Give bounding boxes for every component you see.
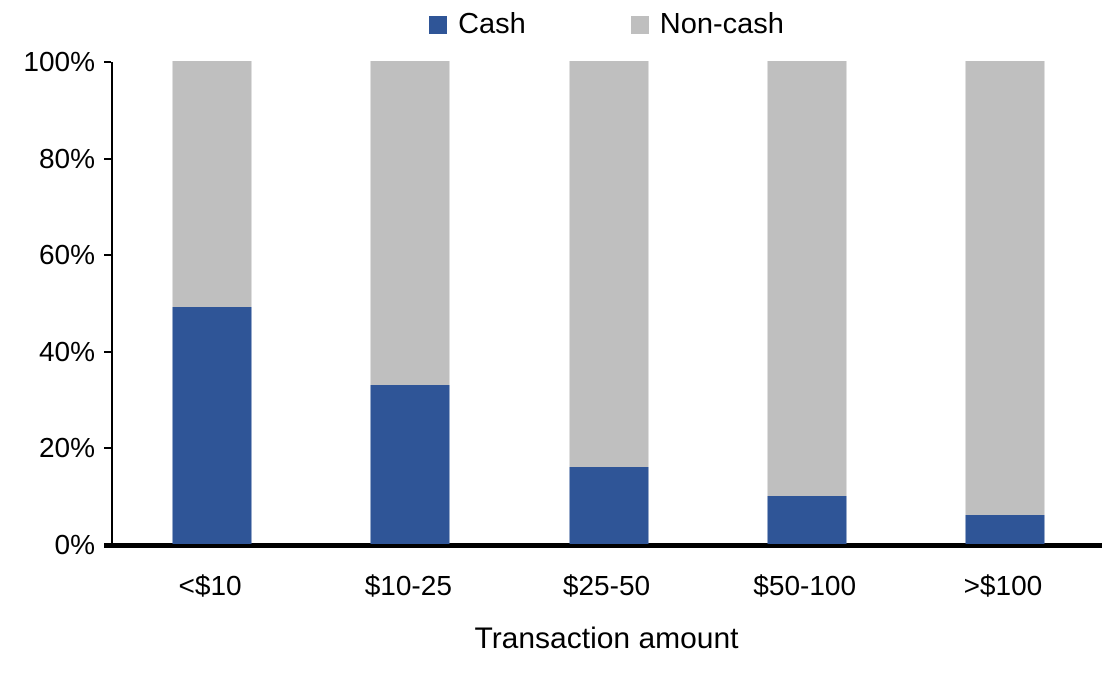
non-cash-swatch-icon bbox=[630, 15, 649, 34]
bar-segment-cash bbox=[767, 495, 847, 544]
x-tick-label: >$100 bbox=[963, 570, 1043, 601]
bar-segment-cash bbox=[965, 515, 1045, 544]
y-axis-tick bbox=[104, 447, 111, 450]
legend-label-cash: Cash bbox=[458, 8, 526, 40]
x-axis-title: Transaction amount bbox=[474, 622, 739, 655]
x-tick-label: $25-50 bbox=[562, 570, 651, 601]
y-tick-label: 40% bbox=[38, 335, 95, 367]
bar-segment-cash bbox=[569, 466, 648, 544]
y-axis-tick bbox=[104, 61, 111, 63]
x-tick-label: $10-25 bbox=[364, 570, 452, 601]
y-tick-label: 80% bbox=[38, 142, 95, 174]
legend-item-non-cash: Non-cash bbox=[630, 8, 784, 40]
bar-10 bbox=[172, 61, 252, 544]
legend-label-non-cash: Non-cash bbox=[659, 8, 784, 40]
x-axis bbox=[104, 543, 1102, 548]
bar-segment-cash bbox=[172, 307, 252, 544]
bar-segment-cash bbox=[370, 384, 450, 544]
bar-segment-non-cash bbox=[965, 61, 1045, 516]
bar-10-25 bbox=[370, 61, 450, 544]
y-tick-label: 100% bbox=[23, 46, 95, 77]
x-tick-label: $50-100 bbox=[753, 570, 857, 601]
bar-100 bbox=[965, 61, 1045, 544]
bar-segment-non-cash bbox=[767, 61, 847, 496]
bar-25-50 bbox=[569, 61, 648, 544]
y-axis-tick bbox=[104, 544, 111, 546]
bar-segment-non-cash bbox=[172, 61, 252, 308]
y-tick-label: 60% bbox=[38, 239, 95, 271]
y-axis-tick bbox=[104, 350, 111, 353]
bar-50-100 bbox=[767, 61, 847, 544]
y-axis-tick bbox=[104, 157, 111, 160]
bar-segment-non-cash bbox=[370, 61, 450, 385]
legend-item-cash: Cash bbox=[429, 10, 526, 39]
y-tick-label: 20% bbox=[38, 432, 95, 464]
x-tick-label: <$10 bbox=[178, 570, 242, 601]
legend: Cash Non-cash bbox=[111, 10, 1102, 39]
y-axis-tick bbox=[104, 254, 111, 257]
y-tick-label: 0% bbox=[54, 529, 95, 560]
plot-area: 0% 20% 40% 60% 80% 100% bbox=[23, 48, 1102, 559]
bar-segment-non-cash bbox=[569, 61, 648, 467]
cash-swatch-icon bbox=[429, 15, 448, 34]
x-axis-tick-labels: <$10 $10-25 $25-50 $50-100 >$100 bbox=[111, 572, 1102, 606]
